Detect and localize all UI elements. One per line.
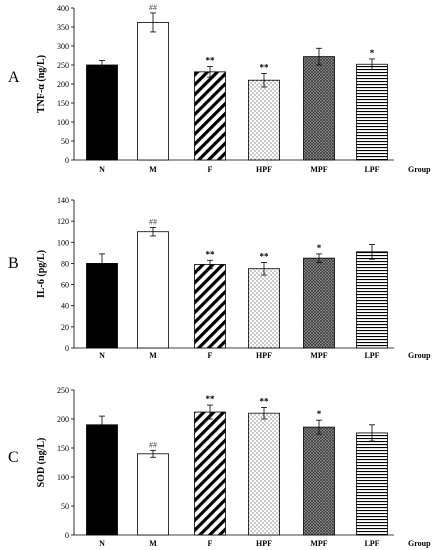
significance-marker: * xyxy=(370,48,375,58)
x-axis-label: Group xyxy=(408,351,431,360)
x-category-label: N xyxy=(99,351,105,360)
bar-m xyxy=(137,22,169,161)
significance-marker: ** xyxy=(260,396,270,406)
chart-panel-a: A TNF-α (ng/L) 0 50 100 150 200 250 300 350 400 N ##… xyxy=(8,3,431,174)
y-tick-label: 200 xyxy=(57,415,69,424)
bar-mpf xyxy=(303,426,335,536)
x-category-label: F xyxy=(208,351,213,360)
y-tick-label: 250 xyxy=(57,386,69,395)
y-tick-label: 350 xyxy=(57,23,69,32)
x-category-label: HPF xyxy=(256,165,272,174)
y-tick-label: 100 xyxy=(57,473,69,482)
x-category-label: MPF xyxy=(310,165,327,174)
panel-label: C xyxy=(8,449,19,466)
significance-marker: ** xyxy=(206,249,216,259)
y-tick-label: 200 xyxy=(57,80,69,89)
panel-label: A xyxy=(8,69,20,86)
x-category-label: M xyxy=(149,351,157,360)
significance-marker: ## xyxy=(149,3,157,12)
y-tick-label: 20 xyxy=(61,323,69,332)
x-category-label: N xyxy=(99,165,105,174)
significance-marker: ## xyxy=(149,440,157,449)
bar-lpf xyxy=(356,432,388,536)
bar-f xyxy=(194,264,226,349)
x-axis-label: Group xyxy=(408,165,431,174)
y-tick-label: 0 xyxy=(65,531,69,540)
x-category-label: HPF xyxy=(256,539,272,548)
significance-marker: * xyxy=(317,409,322,419)
x-category-label: M xyxy=(149,165,157,174)
chart-panel-c: C SOD (ng/L) 0 50 100 150 200 250 N ## M ** F ** HPF * M… xyxy=(8,386,431,548)
significance-marker: ** xyxy=(206,56,216,66)
significance-marker: ** xyxy=(260,251,270,261)
bar-m xyxy=(137,453,169,536)
x-category-label: LPF xyxy=(364,351,379,360)
bar-n xyxy=(86,263,118,349)
significance-marker: * xyxy=(317,243,322,253)
y-tick-label: 140 xyxy=(57,196,69,205)
bar-lpf xyxy=(356,63,388,161)
y-tick-label: 50 xyxy=(61,137,69,146)
significance-marker: ## xyxy=(149,217,157,226)
x-category-label: MPF xyxy=(310,539,327,548)
y-tick-label: 150 xyxy=(57,99,69,108)
y-axis-label: IL-6 (pg/L) xyxy=(36,250,47,298)
bar-n xyxy=(86,424,118,536)
y-tick-label: 0 xyxy=(65,344,69,353)
x-category-label: F xyxy=(208,539,213,548)
y-tick-label: 100 xyxy=(57,118,69,127)
bar-f xyxy=(194,411,226,536)
bar-mpf xyxy=(303,257,335,349)
y-tick-label: 50 xyxy=(61,502,69,511)
significance-marker: ** xyxy=(206,394,216,404)
y-tick-label: 60 xyxy=(61,281,69,290)
y-tick-label: 40 xyxy=(61,302,69,311)
y-tick-label: 150 xyxy=(57,444,69,453)
y-tick-label: 120 xyxy=(57,217,69,226)
y-tick-label: 250 xyxy=(57,61,69,70)
bar-mpf xyxy=(303,56,335,161)
panel-label: B xyxy=(8,255,19,272)
bar-hpf xyxy=(248,268,280,349)
bar-m xyxy=(137,231,169,349)
x-category-label: HPF xyxy=(256,351,272,360)
x-category-label: LPF xyxy=(364,539,379,548)
bar-f xyxy=(194,71,226,161)
y-tick-label: 300 xyxy=(57,42,69,51)
y-tick-label: 0 xyxy=(65,156,69,165)
chart-panel-b: B IL-6 (pg/L) 0 20 40 60 80 100 120 140 N ## M ** F ** H… xyxy=(8,196,431,360)
y-axis-label: SOD (ng/L) xyxy=(36,438,47,488)
y-tick-label: 400 xyxy=(57,4,69,13)
x-category-label: M xyxy=(149,539,157,548)
x-category-label: LPF xyxy=(364,165,379,174)
x-axis-label: Group xyxy=(408,539,431,548)
bar-lpf xyxy=(356,251,388,349)
y-tick-label: 80 xyxy=(61,259,69,268)
x-category-label: F xyxy=(208,165,213,174)
bar-hpf xyxy=(248,79,280,161)
y-tick-label: 100 xyxy=(57,238,69,247)
x-category-label: MPF xyxy=(310,351,327,360)
bar-n xyxy=(86,64,118,161)
significance-marker: ** xyxy=(260,62,270,72)
x-category-label: N xyxy=(99,539,105,548)
y-axis-label: TNF-α (ng/L) xyxy=(36,55,47,113)
bar-hpf xyxy=(248,412,280,536)
